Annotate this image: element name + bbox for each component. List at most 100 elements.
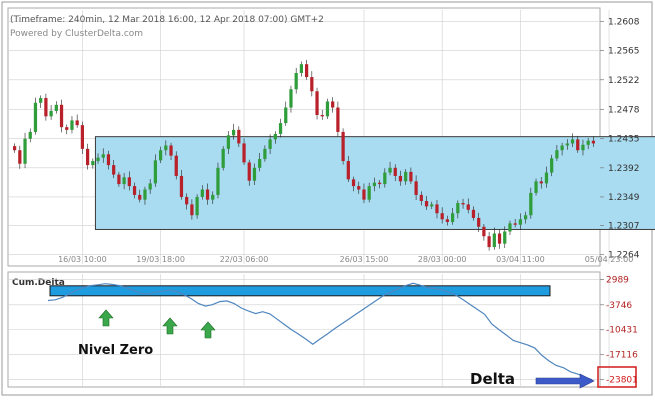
price-x-tick-label: 22/03 06:00	[220, 255, 269, 264]
candle-body	[211, 194, 215, 200]
price-y-tick-label: 1.2522	[608, 76, 640, 86]
candle-body	[482, 226, 486, 237]
green-up-arrow	[98, 309, 114, 327]
blue-right-arrow	[535, 373, 595, 389]
candle-body	[216, 167, 220, 195]
candle-body	[153, 160, 158, 184]
candle-body	[59, 104, 64, 128]
price-x-axis: 16/03 10:00 19/03 18:00 22/03 06:00 26/03 1…	[58, 255, 634, 264]
price-x-tick-label: 19/03 18:00	[136, 255, 185, 264]
candle-body	[252, 167, 257, 181]
candle-body	[435, 204, 439, 214]
powered-by-label: Powered by ClusterDelta.com	[10, 29, 144, 39]
candle-body	[117, 174, 121, 185]
candle-body	[85, 148, 90, 166]
candle-body	[440, 213, 444, 220]
candle-body	[377, 182, 382, 185]
candle-body	[471, 209, 476, 218]
candle-body	[576, 139, 580, 151]
delta-y-tick-label: 2989	[606, 276, 629, 286]
candle-body	[513, 223, 517, 225]
candle-body	[336, 107, 340, 132]
candle-body	[419, 194, 423, 202]
candle-body	[268, 139, 272, 149]
candle-body	[299, 64, 304, 73]
candle-body	[393, 167, 397, 176]
candle-body	[174, 155, 178, 176]
candle-body	[477, 217, 481, 227]
cum-delta-path	[47, 282, 593, 381]
candle-body	[195, 196, 199, 216]
candle-body	[80, 125, 85, 149]
candle-body	[383, 172, 387, 185]
candle-body	[367, 186, 371, 200]
candle-body	[39, 98, 43, 103]
zero-level-bar	[49, 285, 551, 297]
candle-body	[205, 189, 210, 200]
candle-body	[346, 161, 350, 180]
delta-y-tick-label: -17116	[606, 351, 638, 361]
candle-body	[54, 104, 58, 111]
candle-body	[315, 91, 319, 115]
candle-body	[310, 77, 314, 92]
candle-body	[12, 146, 17, 151]
price-y-tick-label: 1.2435	[608, 135, 640, 145]
candle-body	[362, 189, 366, 200]
candle-body	[461, 203, 465, 205]
price-y-tick-label: 1.2349	[608, 193, 640, 203]
candle-body	[127, 177, 131, 187]
candle-body	[357, 186, 361, 190]
candle-body	[550, 158, 554, 173]
candle-body	[581, 144, 585, 151]
delta-label: Delta	[470, 370, 515, 388]
candle-body	[28, 131, 32, 139]
candle-body	[101, 154, 105, 158]
price-y-tick-label: 1.2608	[608, 18, 640, 28]
candle-body	[143, 189, 147, 200]
candle-body	[503, 231, 507, 244]
candle-body	[273, 133, 277, 140]
price-y-tick-label: 1.2565	[608, 47, 640, 57]
candle-body	[398, 175, 403, 182]
nivel-zero-label: Nivel Zero	[78, 343, 153, 358]
delta-y-tick-label: -3746	[606, 301, 632, 311]
price-y-tick-label: 1.2478	[608, 106, 640, 116]
candle-body	[570, 139, 575, 144]
candle-body	[565, 143, 569, 146]
candle-body	[44, 98, 48, 117]
candle-body	[158, 150, 163, 161]
candle-body	[351, 179, 356, 187]
delta-grid	[8, 274, 610, 386]
candle-body	[247, 162, 251, 181]
candle-body	[221, 148, 225, 168]
price-x-tick-label: 05/04 23:00	[585, 255, 634, 264]
candle-body	[96, 157, 100, 162]
price-y-axis: 1.2608 1.2565 1.2522 1.2478 1.2435 1.2392 1.23…	[600, 18, 640, 261]
candle-body	[33, 102, 38, 132]
candle-body	[430, 204, 434, 207]
delta-arrow	[535, 373, 595, 389]
candle-body	[138, 194, 142, 200]
candle-body	[91, 161, 95, 166]
candle-body	[278, 123, 283, 134]
price-y-tick-label: 1.2392	[608, 164, 640, 174]
candle-body	[284, 107, 288, 124]
price-y-tick-label: 1.2264	[608, 251, 640, 261]
candle-body	[148, 183, 152, 190]
candle-body	[414, 181, 418, 195]
price-x-tick-label: 28/03 00:00	[418, 255, 467, 264]
candle-body	[122, 177, 126, 185]
candle-body	[445, 219, 450, 223]
candle-body	[258, 159, 262, 168]
candle-body	[409, 171, 413, 182]
green-up-arrow	[200, 321, 216, 339]
candle-body	[539, 181, 543, 184]
candle-body	[492, 233, 496, 248]
candle-body	[132, 186, 137, 195]
price-x-tick-label: 03/04 11:00	[496, 255, 545, 264]
delta-y-axis: 2989 -3746 -10431 -17116 -23801	[600, 276, 638, 386]
candle-body	[450, 213, 455, 223]
candle-body	[18, 150, 22, 164]
candle-body	[75, 120, 79, 126]
